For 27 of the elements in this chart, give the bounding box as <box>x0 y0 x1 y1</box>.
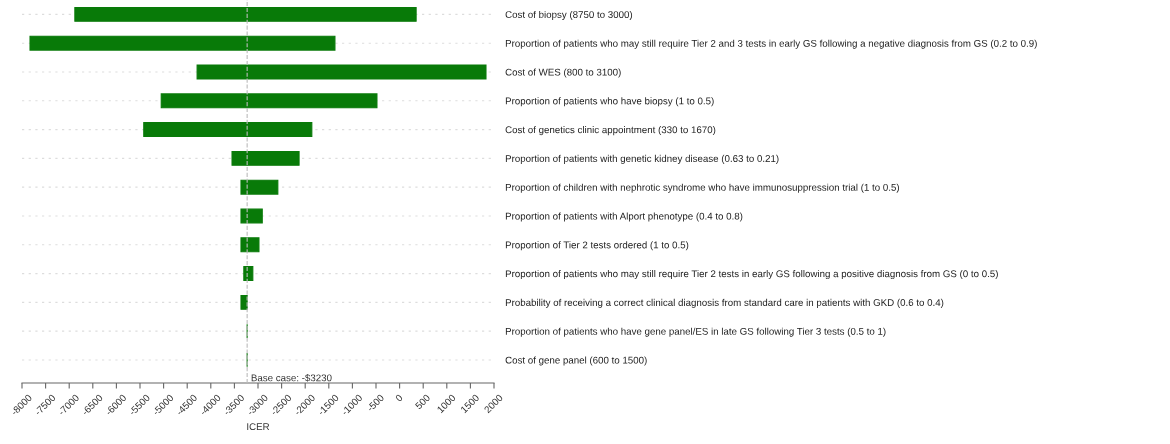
bar <box>240 237 260 253</box>
y-tick-label: Cost of genetics clinic appointment (330 to 1670) <box>505 126 716 136</box>
y-tick-label: Cost of WES (800 to 3100) <box>505 68 621 78</box>
y-tick-label: Proportion of patients with genetic kidney disease (0.63 to 0.21) <box>505 154 779 164</box>
y-tick-label: Proportion of patients who may still require Tier 2 tests in early GS following a positive diagnosis from GS (0 to 0.5) <box>505 270 998 280</box>
x-tick-label: -500 <box>366 393 385 412</box>
bar <box>74 6 417 22</box>
y-tick-label: Proportion of children with nephrotic syndrome who have immunosuppression trial (1 to 0.5) <box>505 183 899 193</box>
bar <box>29 35 336 51</box>
y-tick-label: Cost of biopsy (8750 to 3000) <box>505 10 633 20</box>
bar <box>231 150 300 166</box>
y-tick-label: Proportion of Tier 2 tests ordered (1 to 0.5) <box>505 241 689 251</box>
y-tick-label: Probability of receiving a correct clinical diagnosis from standard care in patients with GKD (0.6 to 0.4) <box>505 298 944 308</box>
x-tick-label: 0 <box>394 393 404 403</box>
ref-line-label: Base case: -$3230 <box>251 374 332 382</box>
bar <box>196 64 487 80</box>
bar <box>160 93 378 109</box>
x-axis-title: ICER <box>247 423 270 431</box>
y-tick-label: Proportion of patients with Alport phenotype (0.4 to 0.8) <box>505 212 743 222</box>
y-tick-label: Proportion of patients who have gene panel/ES in late GS following Tier 3 tests (0.5 to 1) <box>505 327 886 337</box>
x-tick-label: 500 <box>414 393 431 410</box>
y-tick-label: Cost of gene panel (600 to 1500) <box>505 356 647 366</box>
bar <box>240 179 279 195</box>
y-tick-label: Proportion of patients who have biopsy (1 to 0.5) <box>505 97 714 107</box>
bar <box>143 122 313 138</box>
bar <box>240 208 263 224</box>
y-tick-label: Proportion of patients who may still require Tier 2 and 3 tests in early GS following a negative diagnosis from GS (0.2 to 0.9) <box>505 39 1037 49</box>
